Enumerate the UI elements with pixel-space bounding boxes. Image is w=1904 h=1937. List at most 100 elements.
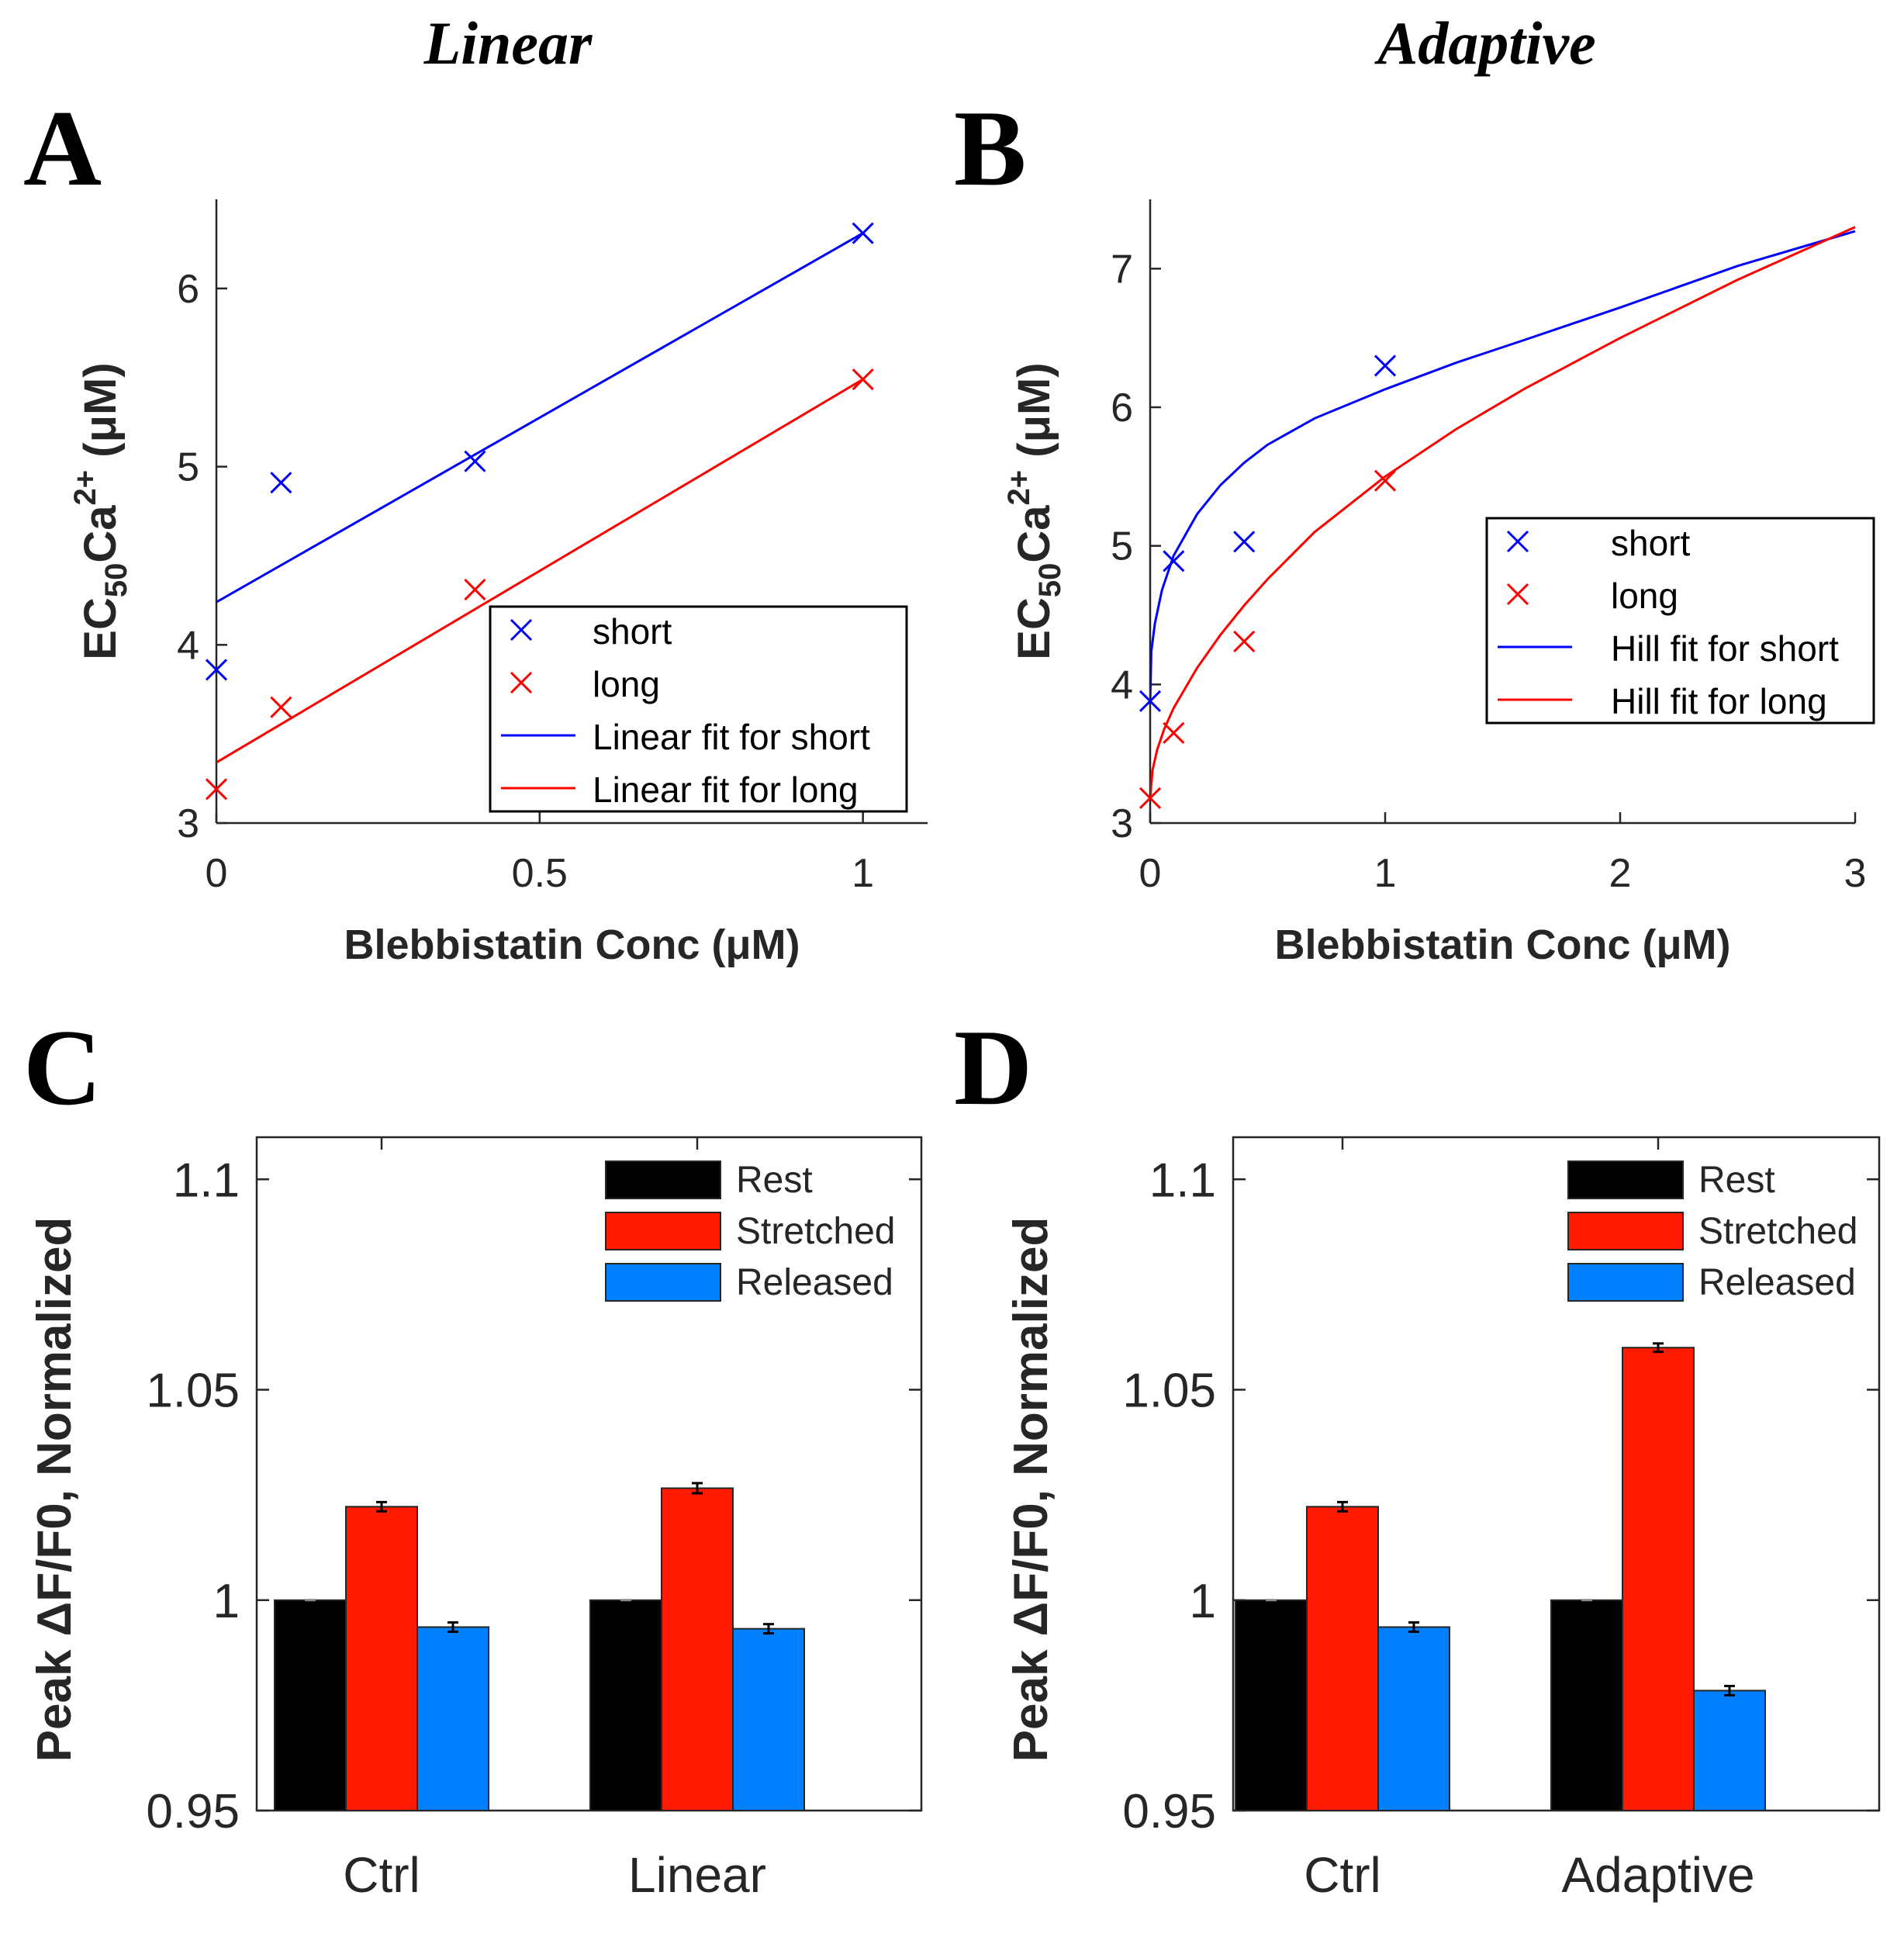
y-tick-label: 1 xyxy=(1190,1575,1216,1628)
legend-label: long xyxy=(1611,576,1678,616)
bar-released-ctrl xyxy=(416,1626,489,1811)
data-point-long xyxy=(1139,787,1162,809)
legend-label: Rest xyxy=(736,1160,813,1201)
legend-label: Hill fit for long xyxy=(1611,681,1827,721)
fit-line-hill-fit-for-short xyxy=(1150,230,1856,701)
bar-rest-linear xyxy=(589,1599,662,1811)
data-point-short xyxy=(205,659,228,681)
y-tick-label: 0.95 xyxy=(1122,1785,1216,1838)
ylabel-sub: 50 xyxy=(99,563,133,598)
category-label: Linear xyxy=(628,1847,766,1903)
y-tick-label: 4 xyxy=(1111,662,1133,707)
y-axis-label: Peak ΔF/F0, Normalized xyxy=(1004,1217,1058,1762)
data-point-long xyxy=(1233,630,1256,653)
y-tick-label: 1.1 xyxy=(1149,1154,1216,1207)
category-label: Ctrl xyxy=(343,1847,420,1903)
category-label: Ctrl xyxy=(1304,1847,1381,1903)
bar-released-linear xyxy=(732,1627,805,1811)
bar-stretched-adaptive xyxy=(1622,1347,1695,1811)
bar-stretched-ctrl xyxy=(345,1506,418,1811)
data-point-short xyxy=(1139,690,1162,712)
y-tick-label: 6 xyxy=(1111,386,1133,431)
category-label: Adaptive xyxy=(1561,1847,1754,1903)
ylabel-ec: EC xyxy=(1009,597,1059,660)
data-point-long xyxy=(270,696,292,718)
legend-marker-short xyxy=(1506,530,1529,553)
legend-swatch-released xyxy=(1567,1263,1684,1302)
y-tick-label: 3 xyxy=(177,801,199,846)
panel-b-line-chart: 0 1 2 3 3 4 5 6 7 Blebbistatin Conc (μM) EC50Ca2+ … xyxy=(1002,199,1875,968)
y-tick-label: 6 xyxy=(177,267,199,312)
bar-stretched-ctrl xyxy=(1306,1506,1379,1811)
y-axis-label: EC50Ca2+ (μM) xyxy=(68,362,133,659)
bar-released-adaptive xyxy=(1693,1690,1766,1811)
y-tick-label: 5 xyxy=(1111,524,1133,569)
data-point-short xyxy=(270,472,292,494)
legend-marker-long xyxy=(510,671,533,694)
plot-frame xyxy=(255,1136,923,1812)
data-point-short xyxy=(1233,531,1256,553)
data-point-short xyxy=(1163,550,1185,572)
x-tick-label: 0 xyxy=(1139,851,1162,896)
ylabel-unit: (μM) xyxy=(75,362,126,470)
legend-label: Hill fit for short xyxy=(1611,628,1839,669)
panel-d-bar-chart: 0.95 1 1.05 1.1 Ctrl Adaptive Peak ΔF/F0, Norm… xyxy=(1004,1136,1881,1903)
x-axis-label: Blebbistatin Conc (μM) xyxy=(1274,922,1730,968)
data-point-long xyxy=(1163,721,1185,744)
y-axis-label: EC50Ca2+ (μM) xyxy=(1002,362,1067,659)
panel-a-line-chart: 0 0.5 1 3 4 5 6 Blebbistatin Conc (μM) EC50Ca2+ … xyxy=(68,199,928,968)
fit-line-linear-fit-for-short xyxy=(216,232,864,604)
ylabel-ec: EC xyxy=(75,597,126,660)
data-point-long xyxy=(852,368,874,391)
legend-box xyxy=(1485,517,1875,725)
legend-label: short xyxy=(593,611,672,652)
y-tick-label: 4 xyxy=(177,623,199,668)
data-point-short xyxy=(464,450,486,472)
legend-label: Released xyxy=(736,1262,893,1303)
legend-label: long xyxy=(593,664,660,704)
legend-swatch-stretched xyxy=(605,1212,721,1250)
y-tick-label: 1.05 xyxy=(146,1365,240,1418)
y-tick-label: 5 xyxy=(177,445,199,490)
legend-swatch-rest xyxy=(605,1160,721,1199)
legend-label: Rest xyxy=(1698,1160,1775,1201)
ylabel-sup: 2+ xyxy=(1002,470,1036,506)
panel-letter-d: D xyxy=(954,1008,1032,1128)
y-axis-label: Peak ΔF/F0, Normalized xyxy=(28,1217,81,1762)
data-point-long xyxy=(205,778,228,801)
data-point-short xyxy=(852,222,874,244)
ylabel-sup: 2+ xyxy=(68,470,102,506)
ylabel-ca: Ca xyxy=(75,505,126,563)
bar-rest-ctrl xyxy=(274,1599,347,1811)
data-point-long xyxy=(464,579,486,601)
legend-box xyxy=(489,605,908,813)
panel-letter-b: B xyxy=(954,88,1026,209)
x-tick-label: 1 xyxy=(852,851,874,896)
y-tick-label: 1 xyxy=(213,1575,240,1628)
x-tick-label: 0.5 xyxy=(512,851,568,896)
column-title-left: Linear xyxy=(423,9,593,77)
bar-rest-ctrl xyxy=(1235,1599,1308,1811)
ylabel-unit: (μM) xyxy=(1009,362,1059,470)
x-tick-label: 2 xyxy=(1609,851,1632,896)
ylabel-ca: Ca xyxy=(1009,505,1059,563)
x-tick-label: 3 xyxy=(1844,851,1867,896)
y-tick-label: 0.95 xyxy=(146,1785,240,1838)
column-title-right: Adaptive xyxy=(1374,9,1596,77)
legend-label: Linear fit for long xyxy=(593,770,859,810)
ylabel-sub: 50 xyxy=(1033,563,1067,598)
panel-letter-a: A xyxy=(23,88,102,209)
data-point-long xyxy=(1374,469,1397,492)
panel-letter-c: C xyxy=(23,1008,102,1128)
bar-released-ctrl xyxy=(1377,1626,1450,1811)
legend-label: Stretched xyxy=(736,1211,895,1252)
panel-c-bar-chart: 0.95 1 1.05 1.1 Ctrl Linear Peak ΔF/F0, Normal… xyxy=(28,1136,923,1903)
legend-label: Stretched xyxy=(1698,1211,1857,1252)
y-tick-label: 3 xyxy=(1111,801,1133,846)
fit-line-hill-fit-for-long xyxy=(1150,226,1856,798)
legend-marker-short xyxy=(510,618,533,642)
legend-swatch-released xyxy=(605,1263,721,1302)
legend-swatch-rest xyxy=(1567,1160,1684,1199)
y-tick-label: 1.05 xyxy=(1122,1365,1216,1418)
